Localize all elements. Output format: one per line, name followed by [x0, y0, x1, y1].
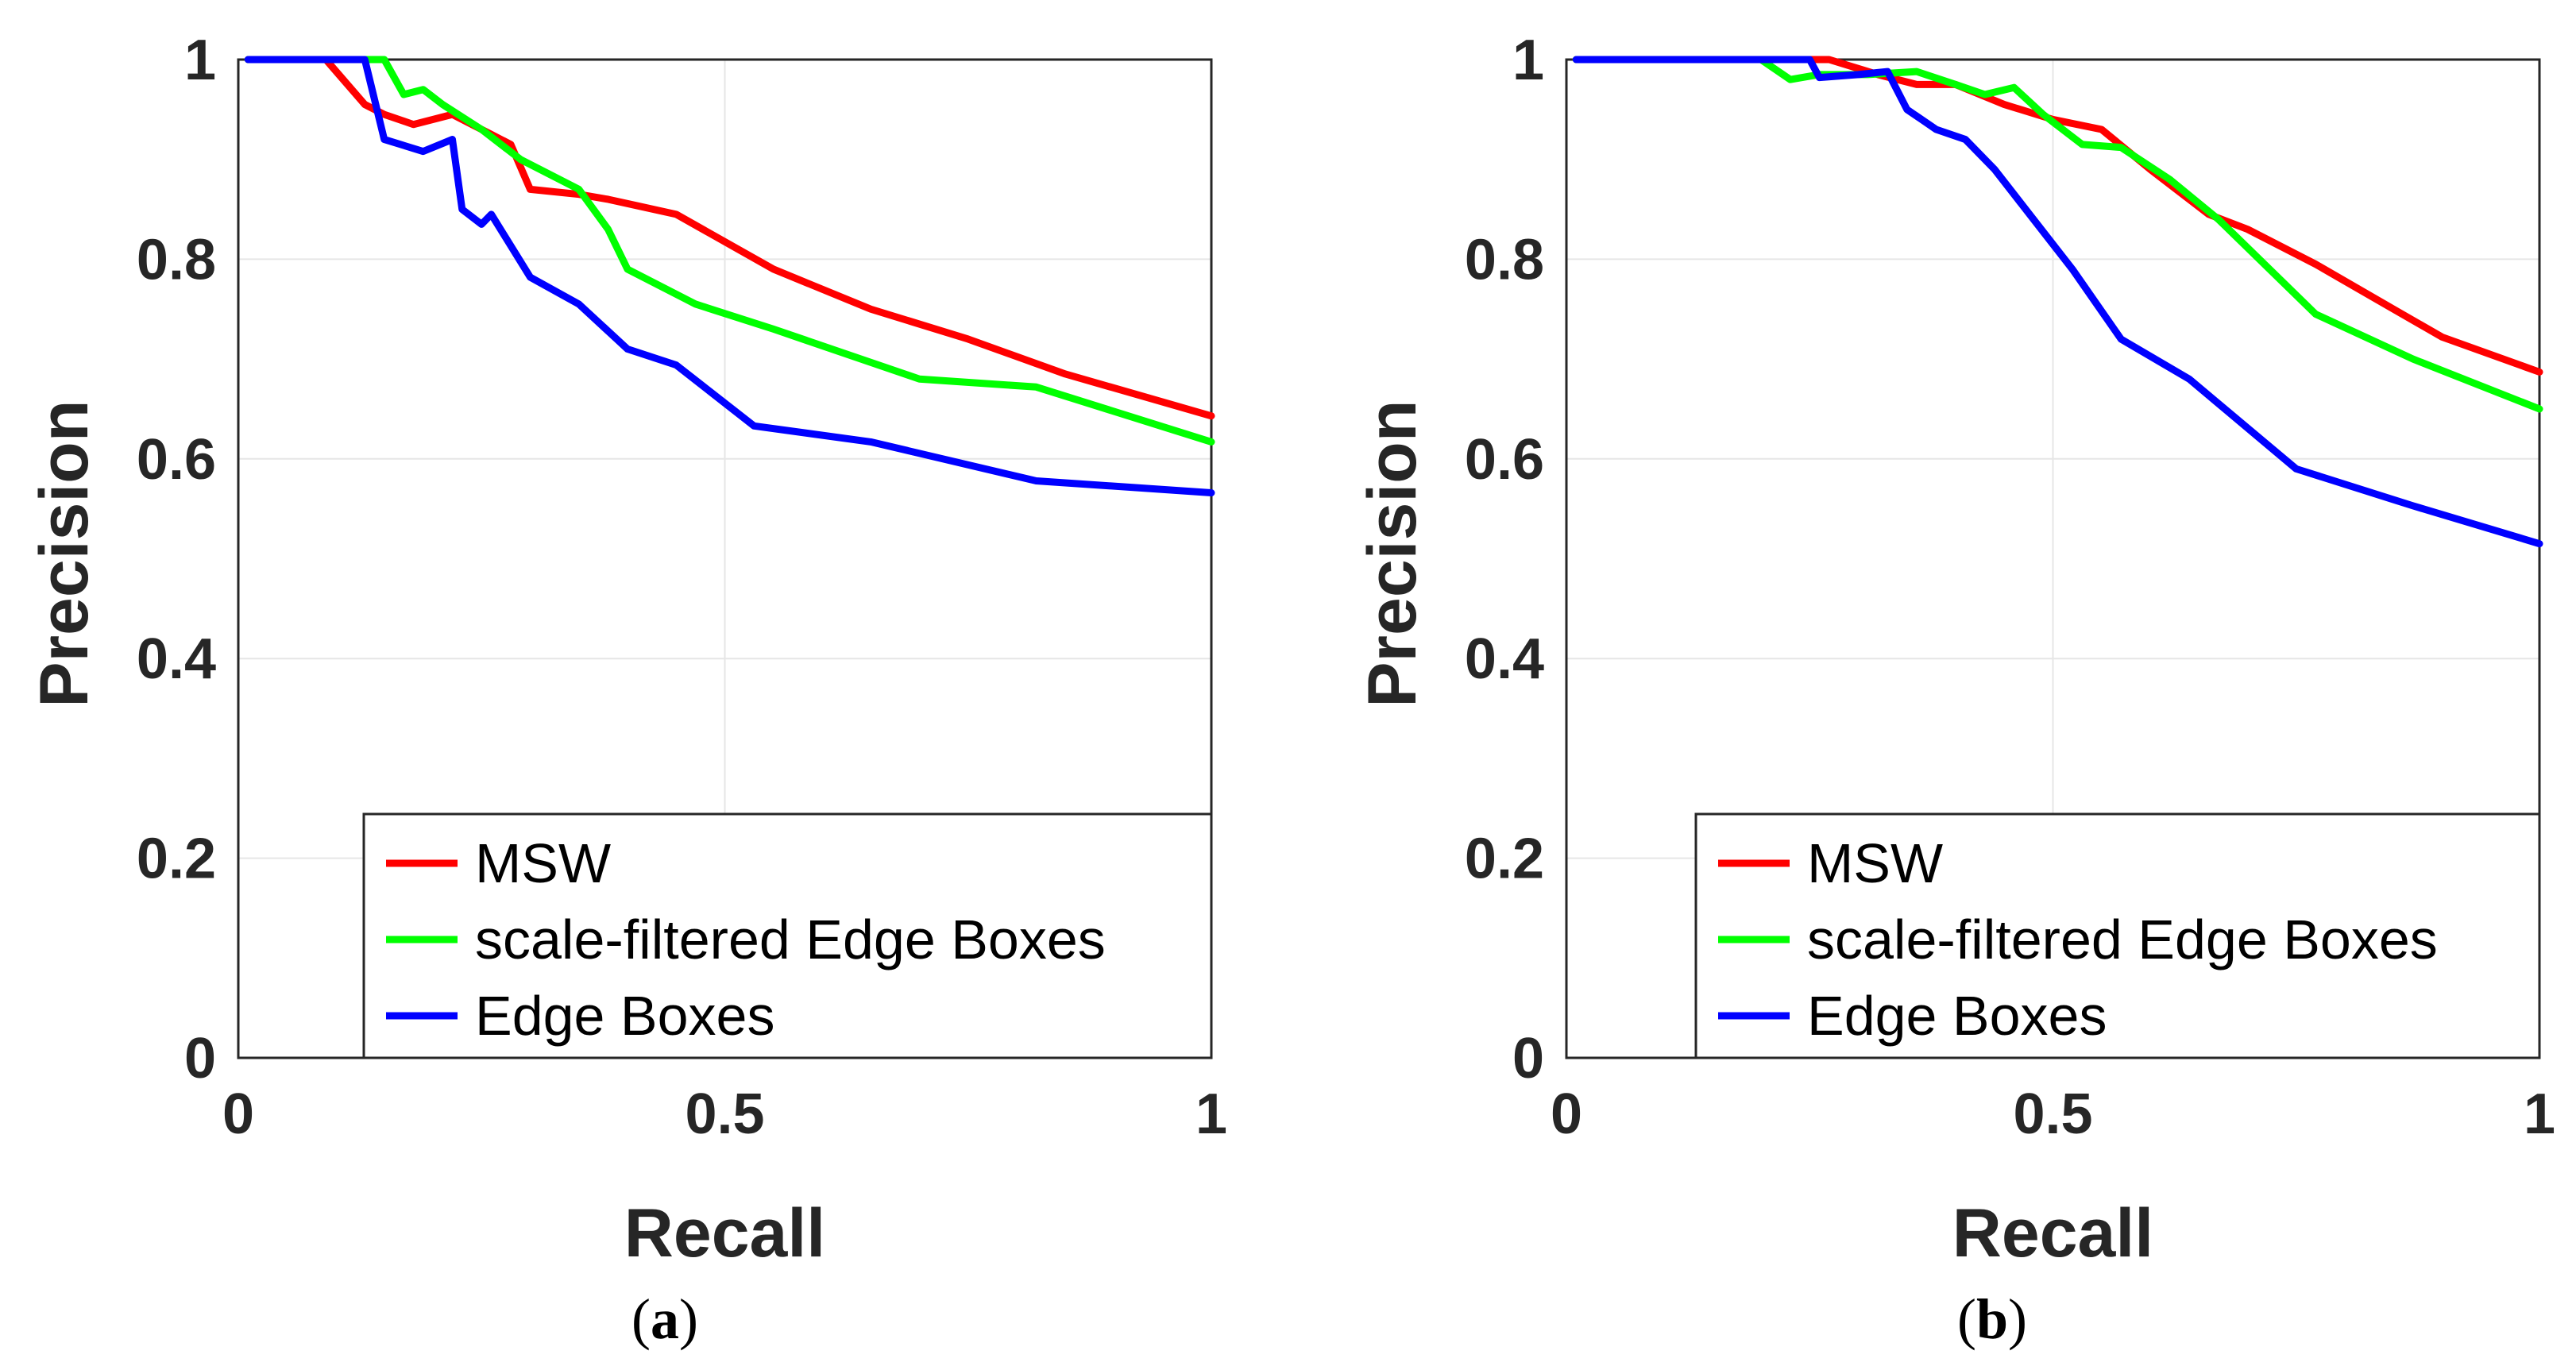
panel-caption: (b): [1957, 1287, 2027, 1351]
series-lines: [1572, 56, 2543, 548]
y-tick-label: 0.2: [137, 828, 216, 891]
x-tick-label: 1: [2524, 1082, 2555, 1146]
y-tick-labels: 0 0.2 0.4 0.6 0.8 1: [137, 29, 216, 1090]
series-lines: [244, 56, 1215, 497]
legend-box: [362, 812, 1213, 1059]
series-line-msw: [1572, 56, 2543, 376]
y-tick-label: 0: [1512, 1027, 1544, 1090]
legend-label: MSW: [475, 832, 611, 894]
series-line-edge-boxes: [244, 56, 1215, 497]
legend-label: MSW: [1807, 832, 1943, 894]
x-axis-label: Recall: [1952, 1195, 2153, 1271]
y-axis-label: Precision: [26, 400, 102, 708]
x-tick-label: 0: [222, 1082, 254, 1146]
y-tick-label: 0: [184, 1027, 216, 1090]
x-tick-label: 0.5: [685, 1082, 764, 1146]
panel-caption: (a): [631, 1287, 698, 1351]
x-tick-labels: 0 0.5 1: [1551, 1082, 2555, 1146]
y-tick-label: 0.6: [137, 428, 216, 492]
x-tick-label: 0.5: [2013, 1082, 2092, 1146]
y-tick-label: 1: [1512, 29, 1544, 92]
y-tick-label: 0.8: [1465, 228, 1544, 291]
panel-caption-letter: b: [1976, 1287, 2008, 1351]
y-tick-label: 0.8: [137, 228, 216, 291]
y-tick-label: 0.2: [1465, 828, 1544, 891]
legend-label: scale-filtered Edge Boxes: [1807, 909, 2438, 970]
y-axis-label: Precision: [1354, 400, 1431, 708]
y-tick-label: 0.4: [1465, 627, 1544, 691]
legend-box: [1694, 812, 2541, 1059]
panel-caption-letter: a: [651, 1287, 679, 1351]
y-tick-label: 0.4: [137, 627, 216, 691]
chart-panel-b: 00.20.40.60.81 0 0.5 1 Precision Recall MS…: [1354, 29, 2555, 1351]
x-axis-label: Recall: [624, 1195, 825, 1271]
series-line-msw: [244, 56, 1215, 420]
y-tick-label: 0.6: [1465, 428, 1544, 492]
chart-panel-a: 00.20.40.60.81 0 0.5 1 Precision Recall MS…: [26, 29, 1227, 1351]
legend-label: Edge Boxes: [475, 985, 774, 1047]
series-line-scale-filtered-edge-boxes: [1572, 56, 2543, 413]
legend-label: scale-filtered Edge Boxes: [475, 909, 1106, 970]
legend: MSW scale-filtered Edge Boxes Edge Boxes: [362, 812, 1213, 1059]
x-tick-label: 0: [1551, 1082, 1582, 1146]
y-tick-label: 1: [184, 29, 216, 92]
legend: MSW scale-filtered Edge Boxes Edge Boxes: [1694, 812, 2541, 1059]
series-line-scale-filtered-edge-boxes: [244, 56, 1215, 446]
legend-label: Edge Boxes: [1807, 985, 2107, 1047]
x-tick-labels: 0 0.5 1: [222, 1082, 1227, 1146]
y-tick-labels: 0 0.2 0.4 0.6 0.8 1: [1465, 29, 1544, 1090]
x-tick-label: 1: [1195, 1082, 1227, 1146]
series-line-edge-boxes: [1572, 56, 2543, 548]
